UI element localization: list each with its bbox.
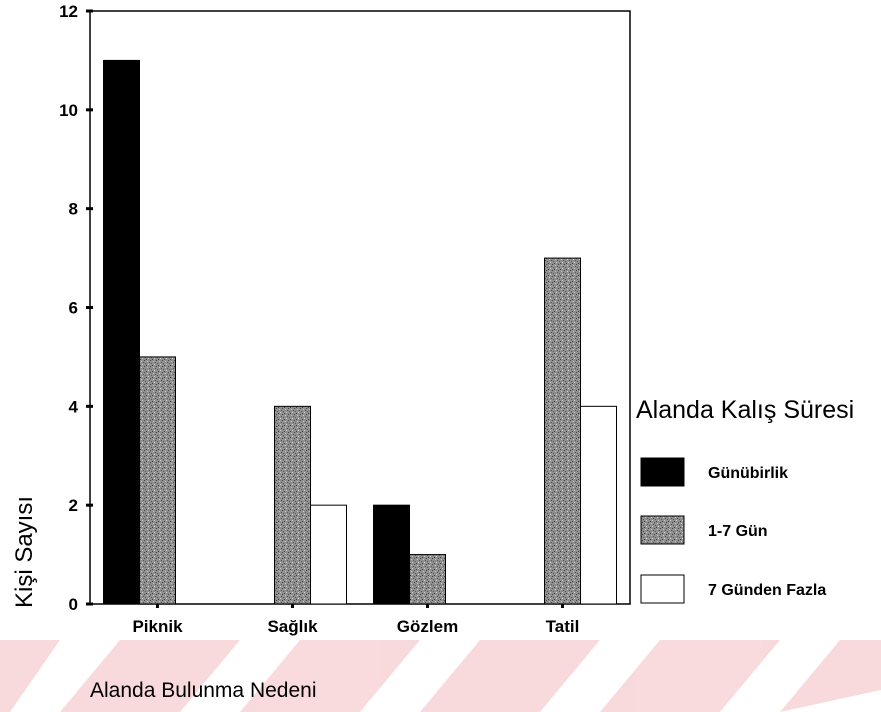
y-tick-label: 4 bbox=[69, 397, 79, 416]
x-tick-label: Sağlık bbox=[267, 617, 318, 636]
x-tick-label: Piknik bbox=[132, 617, 183, 636]
bar bbox=[274, 405, 311, 605]
bar bbox=[544, 257, 581, 605]
y-tick-label: 8 bbox=[69, 200, 78, 219]
legend-swatch bbox=[640, 457, 685, 487]
x-tick-label: Gözlem bbox=[397, 617, 458, 636]
y-axis-title: Kişi Sayısı bbox=[11, 496, 38, 608]
bar bbox=[103, 59, 140, 605]
y-axis: 0 2 4 6 8 10 12 bbox=[59, 2, 93, 614]
bar bbox=[580, 405, 617, 605]
legend-label: 7 Günden Fazla bbox=[708, 582, 826, 599]
legend-label: Günübirlik bbox=[708, 465, 788, 482]
y-tick-label: 2 bbox=[69, 496, 78, 515]
bars bbox=[103, 59, 617, 605]
x-tick-label: Tatil bbox=[546, 617, 580, 636]
legend-title: Alanda Kalış Süresi bbox=[636, 396, 854, 424]
bar bbox=[310, 504, 347, 605]
y-tick-label: 10 bbox=[59, 101, 78, 120]
legend-label: 1-7 Gün bbox=[708, 523, 768, 540]
x-axis-title: Alanda Bulunma Nedeni bbox=[90, 679, 317, 702]
watermark-stripes bbox=[0, 640, 881, 712]
y-tick-label: 6 bbox=[69, 299, 78, 318]
x-axis: Piknik Sağlık Gözlem Tatil bbox=[132, 602, 579, 636]
bar bbox=[139, 356, 176, 605]
bar bbox=[373, 504, 410, 605]
legend-swatch bbox=[640, 515, 685, 545]
y-tick-label: 12 bbox=[59, 2, 78, 21]
y-tick-label: 0 bbox=[69, 595, 78, 614]
legend: Alanda Kalış Süresi Günübirlik 1-7 Gün 7 G… bbox=[636, 396, 854, 604]
legend-swatch bbox=[640, 574, 685, 604]
bar bbox=[409, 554, 446, 605]
